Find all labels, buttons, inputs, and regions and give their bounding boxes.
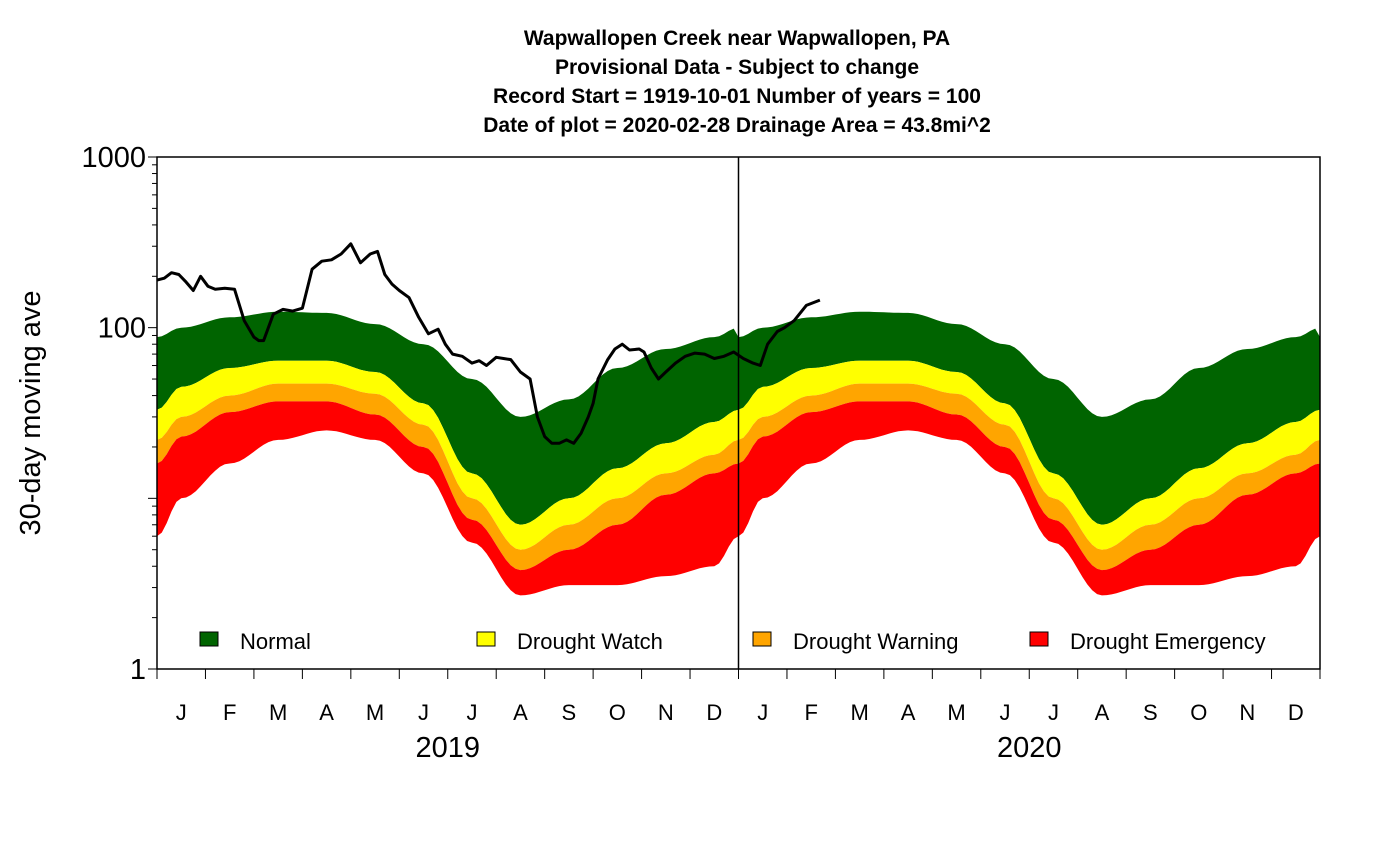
legend-label: Drought Warning: [793, 629, 958, 654]
legend-item-normal: Normal: [199, 629, 311, 654]
legend-swatch: [199, 631, 219, 647]
month-label: O: [609, 700, 626, 725]
month-label: M: [947, 700, 965, 725]
month-label: J: [757, 700, 768, 725]
month-label: A: [901, 700, 916, 725]
month-label: D: [1288, 700, 1304, 725]
y-tick-label: 100: [98, 313, 146, 345]
month-label: A: [1095, 700, 1110, 725]
month-label: M: [366, 700, 384, 725]
month-label: O: [1190, 700, 1207, 725]
y-tick-label: 1000: [81, 142, 146, 174]
month-label: S: [1143, 700, 1158, 725]
month-label: F: [804, 700, 817, 725]
month-label: J: [1048, 700, 1059, 725]
flow-series: [156, 242, 821, 445]
title-line-1: Wapwallopen Creek near Wapwallopen, PA: [524, 27, 950, 50]
month-label: J: [176, 700, 187, 725]
month-label: M: [269, 700, 287, 725]
legend: Normal Drought Watch Drought Warning Drough…: [199, 629, 1266, 654]
flow-line: [156, 242, 821, 445]
month-label: S: [562, 700, 577, 725]
y-axis-label: 30-day moving ave: [15, 290, 47, 535]
chart-title: Wapwallopen Creek near Wapwallopen, PA P…: [483, 27, 991, 137]
month-label: M: [850, 700, 868, 725]
y-axis: 1 100 1000: [81, 142, 157, 686]
year-label: 2019: [415, 732, 480, 764]
month-label: A: [513, 700, 528, 725]
month-label: F: [223, 700, 236, 725]
title-line-3: Record Start = 1919-10-01 Number of year…: [493, 85, 981, 108]
month-label: N: [658, 700, 674, 725]
legend-item-drought-warning: Drought Warning: [752, 629, 958, 654]
band-drought-watch: [157, 360, 1320, 550]
month-label: J: [466, 700, 477, 725]
legend-swatch: [1029, 631, 1049, 647]
year-label: 2020: [997, 732, 1062, 764]
month-label: J: [1000, 700, 1011, 725]
x-axis: J F M A M J J A S O N D J F M A M J J A S O N D 2019 2020: [156, 669, 1321, 764]
title-line-4: Date of plot = 2020-02-28 Drainage Area …: [483, 114, 991, 137]
legend-swatch: [476, 631, 496, 647]
band-normal: [157, 311, 1320, 525]
y-tick-label: 1: [130, 654, 146, 686]
month-label: N: [1239, 700, 1255, 725]
month-label: A: [319, 700, 334, 725]
legend-label: Drought Emergency: [1070, 629, 1266, 654]
month-label: J: [418, 700, 429, 725]
legend-label: Drought Watch: [517, 629, 663, 654]
legend-swatch: [752, 631, 772, 647]
month-label: D: [706, 700, 722, 725]
legend-label: Normal: [240, 629, 311, 654]
title-line-2: Provisional Data - Subject to change: [555, 56, 919, 79]
legend-item-drought-watch: Drought Watch: [476, 629, 663, 654]
legend-item-drought-emergency: Drought Emergency: [1029, 629, 1266, 654]
